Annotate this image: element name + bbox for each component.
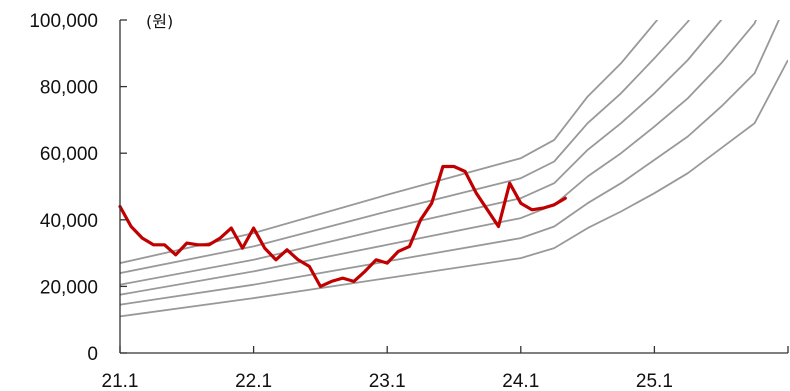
band-line-4 <box>120 20 723 286</box>
y-tick-label: 100,000 <box>29 11 98 32</box>
unit-label: (원) <box>146 12 173 31</box>
x-tick-label: 24.1 <box>502 371 539 391</box>
axes <box>119 20 788 354</box>
x-tick-label: 23.1 <box>369 371 406 391</box>
band-line-2 <box>120 20 780 306</box>
y-tick-label: 60,000 <box>40 144 98 165</box>
y-axis-ticks: 0 20,000 40,000 60,000 80,000 100,000 <box>29 11 127 365</box>
y-tick-label: 80,000 <box>40 78 98 99</box>
x-tick-label: 21.1 <box>102 371 139 391</box>
y-tick-label: 20,000 <box>40 277 98 298</box>
band-line-5 <box>120 20 691 274</box>
band-line-1 <box>120 59 788 318</box>
y-tick-label: 40,000 <box>40 211 98 232</box>
band-line-6 <box>120 20 659 264</box>
price-line-layer <box>118 164 567 288</box>
y-tick-label: 0 <box>87 344 98 365</box>
x-tick-label: 25.1 <box>636 371 673 391</box>
x-tick-label: 22.1 <box>235 371 272 391</box>
band-line-3 <box>120 20 757 296</box>
price-line <box>118 164 567 288</box>
band-lines <box>120 20 788 318</box>
x-axis-ticks: 21.1 22.1 23.1 24.1 25.1 <box>102 346 789 391</box>
